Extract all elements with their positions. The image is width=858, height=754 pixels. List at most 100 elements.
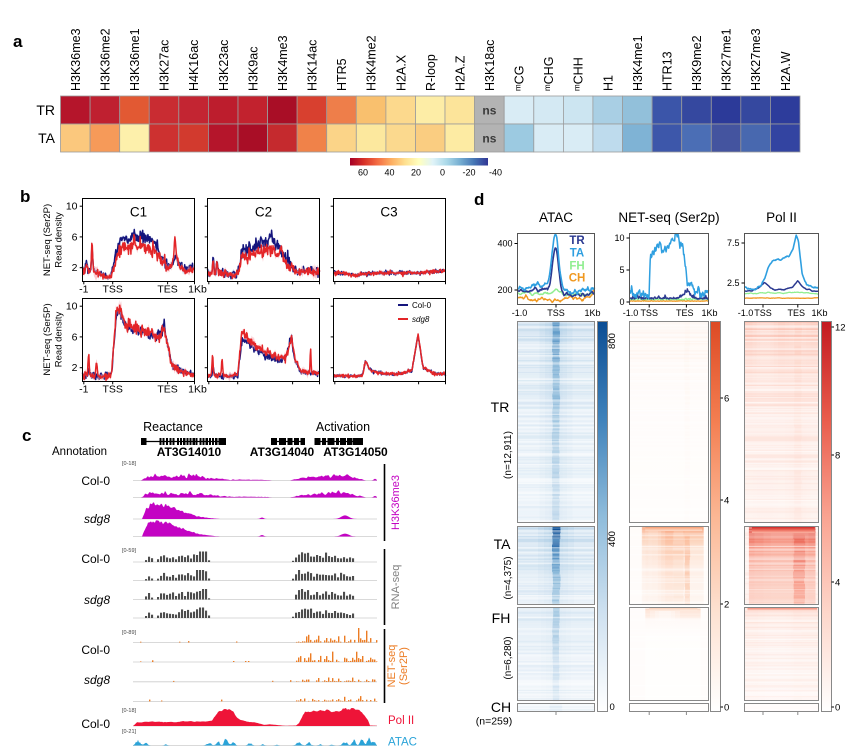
svg-text:1Kb: 1Kb [188, 284, 207, 296]
svg-text:Read density: Read density [54, 212, 65, 268]
svg-text:C2: C2 [255, 205, 272, 220]
svg-text:12: 12 [835, 322, 846, 333]
svg-text:c: c [22, 426, 31, 445]
svg-text:TR: TR [36, 102, 55, 118]
svg-text:HTR13: HTR13 [661, 51, 675, 91]
svg-text:TA: TA [570, 248, 584, 260]
svg-text:TSS: TSS [547, 308, 565, 318]
svg-text:Col-0: Col-0 [81, 643, 110, 657]
svg-text:NET-seq (Ser2p): NET-seq (Ser2p) [618, 210, 719, 225]
svg-text:AT3G14050: AT3G14050 [323, 445, 388, 459]
svg-text:TSS: TSS [102, 284, 122, 296]
svg-text:(Ser2P): (Ser2P) [398, 647, 410, 685]
svg-text:0: 0 [835, 702, 840, 713]
svg-text:R-loop: R-loop [424, 54, 438, 91]
svg-text:H3K4me1: H3K4me1 [631, 35, 645, 91]
svg-text:-1.0: -1.0 [512, 308, 528, 318]
svg-text:-40: -40 [489, 168, 502, 178]
svg-text:1Kb: 1Kb [811, 308, 827, 318]
svg-text:FH: FH [569, 261, 584, 273]
svg-text:TES: TES [676, 308, 694, 318]
svg-text:1Kb: 1Kb [188, 384, 207, 396]
svg-text:[0-59]: [0-59] [122, 548, 137, 554]
svg-text:TA: TA [494, 536, 512, 552]
svg-text:Reactance: Reactance [143, 420, 203, 434]
svg-text:400: 400 [497, 239, 512, 249]
svg-text:H3K36me2: H3K36me2 [99, 28, 113, 91]
svg-text:mCG: mCG [513, 66, 527, 91]
svg-text:1Kb: 1Kb [701, 308, 717, 318]
svg-text:ATAC: ATAC [388, 737, 417, 749]
svg-text:1Kb: 1Kb [584, 308, 600, 318]
svg-text:800: 800 [607, 333, 618, 349]
svg-text:H2A.W: H2A.W [779, 51, 793, 91]
svg-text:6: 6 [724, 393, 729, 404]
svg-text:(n=259): (n=259) [476, 716, 512, 728]
svg-text:mCHG: mCHG [542, 57, 556, 91]
svg-text:TR: TR [569, 235, 585, 247]
svg-text:2.5: 2.5 [727, 278, 740, 288]
svg-text:TSS: TSS [754, 308, 772, 318]
svg-text:H2A.Z: H2A.Z [453, 55, 467, 91]
svg-text:[0-18]: [0-18] [122, 461, 137, 467]
svg-text:[0-18]: [0-18] [122, 708, 137, 714]
svg-text:mCHH: mCHH [572, 57, 586, 91]
svg-text:Col-0: Col-0 [81, 552, 110, 566]
svg-text:[0-21]: [0-21] [122, 729, 137, 735]
svg-text:H3K27me1: H3K27me1 [720, 28, 734, 91]
svg-text:10: 10 [66, 301, 78, 313]
svg-text:H3K36me3: H3K36me3 [69, 28, 83, 91]
svg-text:sdg8: sdg8 [84, 512, 110, 526]
svg-text:(n=4,375): (n=4,375) [503, 556, 514, 599]
svg-text:CH: CH [491, 699, 511, 715]
svg-text:H3K27ac: H3K27ac [158, 40, 172, 91]
svg-text:10: 10 [66, 201, 78, 213]
svg-text:Annotation: Annotation [52, 446, 107, 458]
svg-text:4: 4 [724, 495, 729, 506]
svg-text:H3K14ac: H3K14ac [306, 40, 320, 91]
svg-text:b: b [20, 187, 30, 206]
svg-text:(n=6,280): (n=6,280) [503, 636, 514, 679]
svg-text:sdg8: sdg8 [84, 593, 110, 607]
svg-text:20: 20 [411, 168, 421, 178]
svg-text:H4K16ac: H4K16ac [187, 40, 201, 91]
svg-text:AT3G14040: AT3G14040 [250, 445, 315, 459]
svg-text:2: 2 [72, 362, 78, 374]
svg-text:NET-seq: NET-seq [386, 645, 398, 688]
svg-text:7.5: 7.5 [727, 238, 740, 248]
svg-text:-1: -1 [79, 384, 88, 396]
svg-text:[0-89]: [0-89] [122, 630, 137, 636]
svg-text:HTR5: HTR5 [335, 58, 349, 91]
svg-text:2: 2 [724, 599, 729, 610]
svg-text:TES: TES [157, 384, 177, 396]
svg-text:TES: TES [157, 284, 177, 296]
svg-text:0: 0 [619, 297, 624, 307]
svg-text:TA: TA [38, 130, 56, 146]
svg-text:a: a [13, 32, 23, 51]
svg-text:400: 400 [607, 531, 618, 547]
svg-text:0: 0 [440, 168, 445, 178]
svg-text:H3K9me2: H3K9me2 [690, 35, 704, 91]
svg-text:H2A.X: H2A.X [394, 54, 408, 91]
svg-text:H3K4me2: H3K4me2 [365, 35, 379, 91]
svg-text:H3K27me3: H3K27me3 [749, 28, 763, 91]
svg-text:TR: TR [491, 399, 510, 415]
svg-text:60: 60 [358, 168, 368, 178]
svg-text:-1: -1 [79, 284, 88, 296]
svg-text:Col-0: Col-0 [81, 474, 110, 488]
svg-text:H3K36me1: H3K36me1 [128, 28, 142, 91]
svg-text:Pol II: Pol II [766, 210, 797, 225]
svg-text:AT3G14010: AT3G14010 [157, 445, 222, 459]
svg-text:Activation: Activation [316, 420, 370, 434]
svg-text:C3: C3 [380, 205, 397, 220]
svg-text:H3K18ac: H3K18ac [483, 40, 497, 91]
svg-text:TSS: TSS [102, 384, 122, 396]
svg-text:NET-seq (Ser5P): NET-seq (Ser5P) [42, 303, 53, 375]
svg-text:H3K36me3: H3K36me3 [390, 475, 402, 530]
svg-text:Col-0: Col-0 [412, 301, 432, 310]
svg-text:2: 2 [72, 262, 78, 274]
svg-text:CH: CH [569, 273, 586, 285]
svg-text:-20: -20 [462, 168, 475, 178]
svg-text:10: 10 [614, 233, 624, 243]
svg-text:NET-seq (Ser2P): NET-seq (Ser2P) [42, 204, 53, 276]
